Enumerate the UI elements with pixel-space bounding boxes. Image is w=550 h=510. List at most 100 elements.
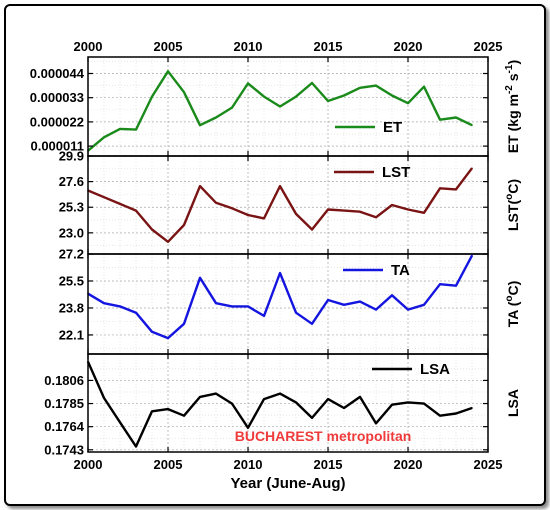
data-point-lsa-2023 bbox=[455, 412, 457, 415]
y-tick-label-et: 0.000022 bbox=[30, 114, 84, 129]
data-point-lst-2001 bbox=[103, 196, 105, 199]
data-point-ta-2003 bbox=[135, 311, 137, 314]
data-point-et-2022 bbox=[439, 118, 441, 121]
data-point-ta-2008 bbox=[215, 302, 217, 305]
data-point-ta-2006 bbox=[183, 323, 185, 325]
y-tick-label-lsa: 0.1785 bbox=[44, 396, 84, 411]
x-tick-label-bottom: 2025 bbox=[474, 457, 503, 472]
x-tick-label-top: 2020 bbox=[394, 39, 423, 54]
data-point-ta-2011 bbox=[263, 315, 265, 317]
data-point-lsa-2004 bbox=[151, 410, 153, 413]
data-point-et-2017 bbox=[359, 87, 361, 89]
data-point-ta-2004 bbox=[151, 330, 153, 333]
y-axis-label-ta: TA (oC) bbox=[504, 281, 521, 328]
data-point-lst-2004 bbox=[151, 228, 153, 231]
data-point-lsa-2008 bbox=[215, 392, 217, 395]
y-tick-label-lsa: 0.1743 bbox=[44, 442, 84, 457]
y-tick-label-lsa: 0.1806 bbox=[44, 373, 84, 388]
data-point-et-2021 bbox=[423, 85, 425, 88]
data-point-lsa-2020 bbox=[407, 401, 409, 404]
y-tick-label-ta: 25.5 bbox=[59, 273, 84, 288]
annotation-bucharest: BUCHAREST metropolitan bbox=[235, 428, 412, 444]
data-point-ta-2018 bbox=[375, 308, 377, 311]
data-point-et-2016 bbox=[343, 94, 345, 97]
data-point-lsa-2016 bbox=[343, 407, 345, 409]
data-point-et-2013 bbox=[295, 95, 297, 98]
data-point-lsa-2005 bbox=[167, 408, 169, 410]
x-tick-label-top: 2005 bbox=[154, 39, 183, 54]
panel-frames bbox=[87, 56, 489, 453]
y-tick-label-lst: 23.0 bbox=[59, 225, 84, 240]
data-point-et-2002 bbox=[119, 128, 121, 130]
data-point-lst-2009 bbox=[231, 207, 233, 210]
legend-label-et: ET bbox=[383, 119, 402, 136]
y-axis-label-part: LST( bbox=[505, 200, 521, 231]
data-point-lsa-2006 bbox=[183, 414, 185, 417]
data-point-lst-2013 bbox=[295, 213, 297, 215]
data-point-lst-2022 bbox=[439, 187, 441, 190]
x-tick-label-top: 2025 bbox=[474, 39, 503, 54]
data-point-ta-2020 bbox=[407, 308, 409, 311]
data-point-lsa-2003 bbox=[135, 445, 137, 448]
data-point-lst-2024 bbox=[471, 167, 473, 170]
data-point-lsa-2013 bbox=[295, 401, 297, 404]
y-tick-label-lst: 25.3 bbox=[59, 200, 84, 215]
x-tick-label-bottom: 2000 bbox=[74, 457, 103, 472]
data-point-et-2010 bbox=[247, 82, 249, 85]
x-tick-label-top: 2015 bbox=[314, 39, 343, 54]
data-point-ta-2016 bbox=[343, 303, 345, 306]
data-point-lsa-2014 bbox=[311, 417, 313, 419]
data-point-lst-2008 bbox=[215, 201, 217, 204]
data-point-lst-2019 bbox=[391, 204, 393, 206]
data-point-ta-2005 bbox=[167, 337, 169, 339]
y-axis-label-part: ) bbox=[505, 60, 521, 65]
x-tick-label-bottom: 2010 bbox=[234, 457, 263, 472]
data-point-lsa-2021 bbox=[423, 402, 425, 405]
data-point-lst-2014 bbox=[311, 228, 313, 231]
y-axis-label-part: ET (kg m bbox=[505, 94, 521, 153]
data-point-lsa-2010 bbox=[247, 426, 249, 429]
y-axis-label-superscript: -2 bbox=[504, 85, 515, 94]
y-axis-label-part: C) bbox=[505, 281, 521, 296]
y-tick-label-et: 0.000011 bbox=[30, 139, 84, 154]
data-point-lsa-2018 bbox=[375, 422, 377, 425]
data-point-lsa-2015 bbox=[327, 398, 329, 400]
data-point-et-2003 bbox=[135, 128, 137, 131]
series-layer bbox=[86, 70, 474, 448]
y-axis-label-lst: LST(oC) bbox=[504, 179, 521, 231]
data-point-ta-2017 bbox=[359, 300, 361, 303]
data-point-ta-2014 bbox=[311, 323, 313, 325]
data-point-lsa-2002 bbox=[119, 421, 121, 424]
data-point-ta-2022 bbox=[439, 283, 441, 285]
data-point-lst-2012 bbox=[279, 185, 281, 187]
y-tick-label-lsa: 0.1764 bbox=[44, 419, 85, 434]
y-axis-label-part: s bbox=[505, 73, 521, 85]
y-axis-label-superscript: o bbox=[504, 194, 515, 200]
data-point-lst-2005 bbox=[167, 240, 169, 243]
y-tick-label-lst: 27.6 bbox=[59, 174, 84, 189]
data-point-et-2005 bbox=[167, 70, 169, 73]
data-point-ta-2009 bbox=[231, 305, 233, 308]
data-point-ta-2024 bbox=[471, 254, 473, 257]
data-point-lst-2023 bbox=[455, 188, 457, 191]
y-axis-label-lsa: LSA bbox=[505, 389, 521, 417]
data-point-et-2023 bbox=[455, 116, 457, 119]
x-tick-label-top: 2010 bbox=[234, 39, 263, 54]
data-point-ta-2010 bbox=[247, 305, 249, 308]
data-point-lsa-2022 bbox=[439, 414, 441, 417]
data-point-et-2001 bbox=[103, 136, 105, 139]
data-point-ta-2019 bbox=[391, 294, 393, 297]
data-point-lst-2021 bbox=[423, 211, 425, 214]
data-point-et-2019 bbox=[391, 94, 393, 97]
data-point-lsa-2019 bbox=[391, 403, 393, 406]
y-axis-label-part: LSA bbox=[505, 389, 521, 417]
data-point-lst-2006 bbox=[183, 224, 185, 226]
data-point-et-2020 bbox=[407, 102, 409, 104]
data-point-lsa-2007 bbox=[199, 396, 201, 398]
y-tick-label-et: 0.000044 bbox=[30, 66, 85, 81]
data-point-et-2024 bbox=[471, 124, 473, 126]
legend-label-lsa: LSA bbox=[420, 361, 450, 378]
data-point-et-2008 bbox=[215, 116, 217, 119]
data-point-ta-2023 bbox=[455, 284, 457, 287]
data-point-et-2018 bbox=[375, 84, 377, 87]
